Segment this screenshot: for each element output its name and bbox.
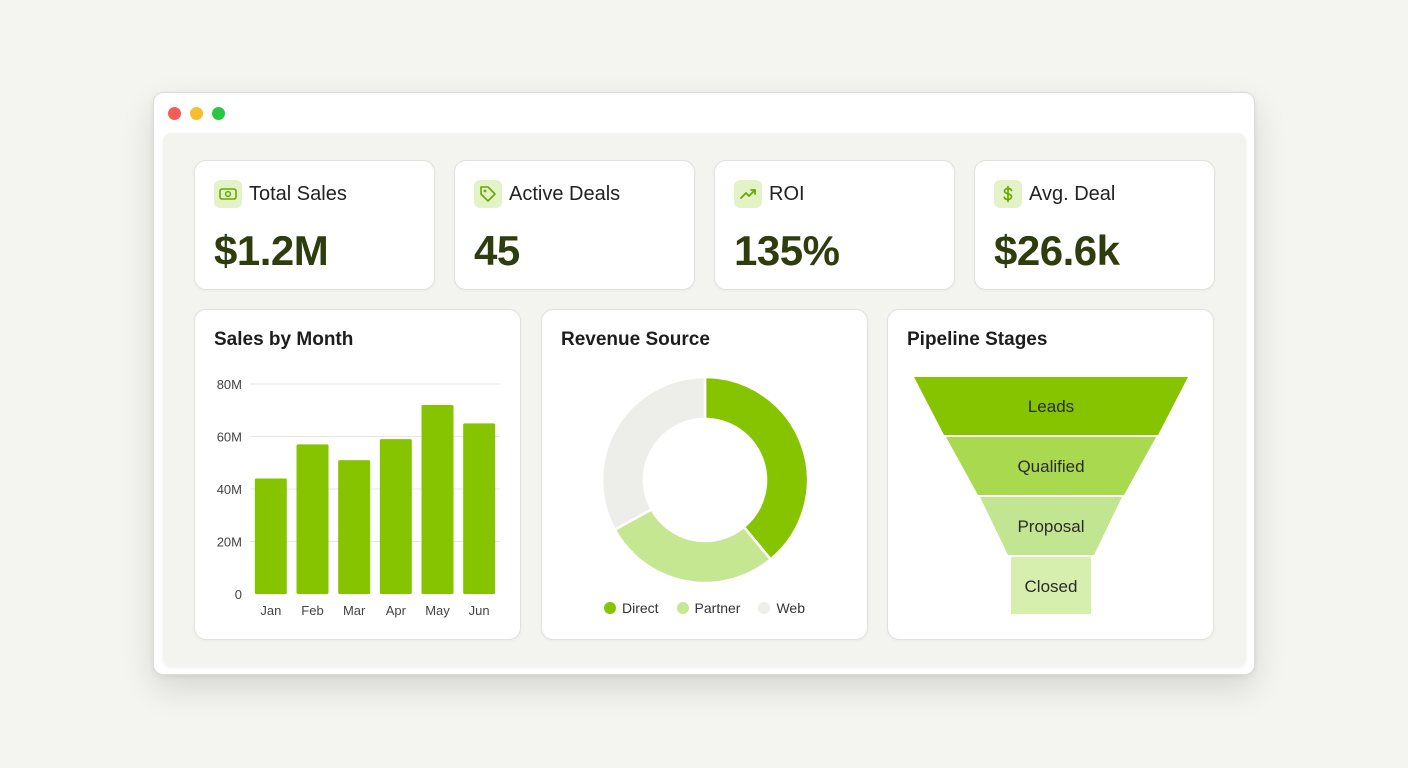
legend-label: Web [776,600,806,616]
donut-slice-web[interactable] [600,375,707,532]
kpi-card-avg-deal[interactable]: Avg. Deal $26.6k [974,160,1215,290]
panel-title: Sales by Month [214,329,354,350]
kpi-value: 135% [734,227,840,274]
funnel-stage-proposal[interactable]: Proposal [980,497,1122,555]
x-tick-label: May [425,603,450,618]
bar-jun[interactable] [463,423,496,594]
funnel-stage-leads[interactable]: Leads [914,377,1188,435]
close-button[interactable] [168,107,181,120]
kpi-label: Avg. Deal [1029,182,1116,205]
sales-bar-chart: 0 20M 40M 60M 80M Jan Feb Mar Apr May Jun [217,377,500,618]
funnel-stage-qualified[interactable]: Qualified [946,437,1156,495]
y-tick-label: 40M [217,482,242,497]
donut-slice-partner[interactable] [613,507,773,585]
maximize-button[interactable] [212,107,225,120]
legend-swatch [758,602,771,614]
minimize-button[interactable] [190,107,203,120]
pipeline-funnel: Leads Qualified Proposal Closed [914,377,1188,614]
revenue-source-panel: Revenue Source Direct Partner Web [541,309,868,640]
funnel-stage-label: Closed [1025,577,1078,596]
bar-apr[interactable] [379,439,412,594]
kpi-value: $26.6k [994,227,1120,274]
y-tick-label: 20M [217,535,242,550]
legend-label: Direct [621,600,659,616]
bar-may[interactable] [421,405,454,594]
funnel-stage-label: Leads [1028,397,1074,416]
bar-jan[interactable] [254,478,287,595]
x-tick-label: Mar [343,603,366,618]
funnel-stage-closed[interactable]: Closed [1011,557,1091,614]
legend-label: Partner [694,600,741,616]
kpi-card-total-sales[interactable]: Total Sales $1.2M [194,160,435,290]
y-tick-label: 60M [217,430,242,445]
banknote-icon [214,180,242,208]
panel-title: Pipeline Stages [907,329,1048,350]
panel-title: Revenue Source [561,329,710,350]
trending-up-icon [734,180,762,208]
kpi-card-roi[interactable]: ROI 135% [714,160,955,290]
donut-slice-direct[interactable] [703,375,810,562]
kpi-card-active-deals[interactable]: Active Deals 45 [454,160,695,290]
tag-icon [474,180,502,208]
legend-item-web[interactable]: Web [758,600,805,616]
x-tick-label: Apr [386,603,407,618]
dollar-icon [994,180,1022,208]
funnel-stage-label: Qualified [1017,457,1084,476]
pipeline-stages-panel: Pipeline Stages Leads Qualified Proposal… [887,309,1214,640]
x-tick-label: Feb [301,603,323,618]
legend-item-direct[interactable]: Direct [603,600,659,616]
x-tick-label: Jun [469,603,490,618]
donut-legend: Direct Partner Web [542,600,867,616]
legend-swatch [676,602,689,614]
sales-by-month-panel: Sales by Month 0 20M 40M 60M 80M Jan Feb Mar Apr… [194,309,521,640]
window-controls [168,107,225,120]
x-tick-label: Jan [260,603,281,618]
y-tick-label: 80M [217,377,242,392]
y-tick-label: 0 [235,587,242,602]
kpi-label: ROI [769,182,805,205]
dashboard-window: Total Sales $1.2M Active Deals 45 [153,92,1255,675]
bar-feb[interactable] [296,444,329,594]
dashboard-content: Total Sales $1.2M Active Deals 45 [163,133,1246,666]
bar-mar[interactable] [338,460,371,594]
legend-swatch [603,602,616,614]
kpi-label: Total Sales [249,182,347,205]
kpi-label: Active Deals [509,182,621,205]
revenue-donut-chart [600,375,810,585]
kpi-value: $1.2M [214,227,329,274]
kpi-value: 45 [474,227,520,274]
funnel-stage-label: Proposal [1017,517,1084,536]
legend-item-partner[interactable]: Partner [676,600,741,616]
